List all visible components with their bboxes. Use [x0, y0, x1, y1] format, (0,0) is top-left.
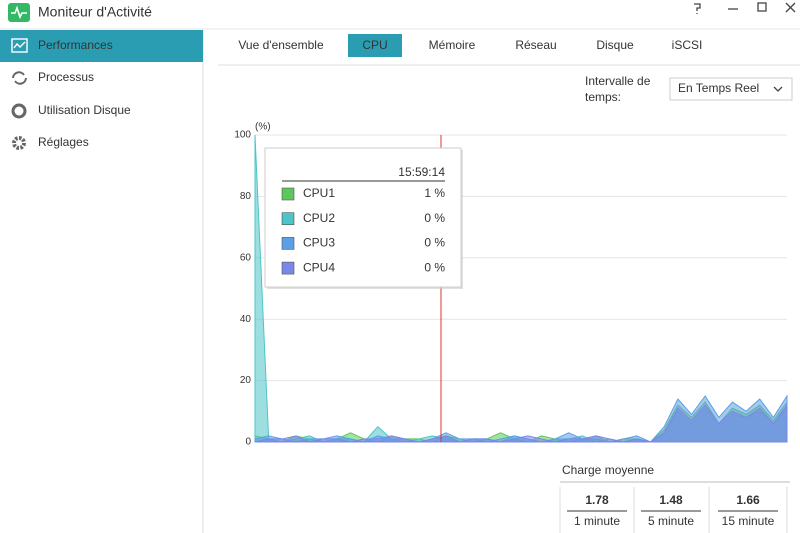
- tooltip-swatch: [281, 261, 295, 275]
- load-value: 1.66: [736, 493, 760, 507]
- y-axis-label: (%): [255, 122, 271, 133]
- tab[interactable]: Mémoire: [429, 38, 476, 52]
- load-period: 1 minute: [574, 514, 620, 528]
- y-tick-label: 40: [240, 314, 252, 325]
- interval-value: En Temps Reel: [678, 81, 759, 95]
- tooltip-swatch: [281, 187, 295, 201]
- sidebar-icon: [12, 136, 26, 150]
- load-title: Charge moyenne: [562, 463, 654, 477]
- sidebar-icon: [12, 71, 27, 85]
- help-button[interactable]: [694, 3, 701, 14]
- tab[interactable]: iSCSI: [672, 38, 703, 52]
- sidebar-selected: [0, 30, 203, 62]
- tab[interactable]: Disque: [596, 38, 634, 52]
- load-value: 1.48: [659, 493, 683, 507]
- tooltip-series: CPU3: [303, 236, 335, 250]
- sidebar-item[interactable]: Performances: [38, 38, 113, 52]
- tooltip-value: 0 %: [424, 211, 445, 225]
- sidebar-icon: [11, 38, 28, 53]
- tab[interactable]: Réseau: [515, 38, 556, 52]
- y-tick-label: 0: [245, 437, 251, 448]
- interval-label: Intervalle de: [585, 74, 651, 88]
- app-icon-glyph: [11, 5, 27, 20]
- sidebar-item[interactable]: Processus: [38, 70, 94, 84]
- tooltip-swatch: [281, 237, 295, 250]
- tab[interactable]: CPU: [362, 38, 387, 52]
- sidebar-item[interactable]: Utilisation Disque: [38, 103, 131, 117]
- window-controls: [694, 2, 796, 14]
- tab-selected: [348, 34, 402, 57]
- tooltip-series: CPU4: [303, 260, 335, 274]
- load-value: 1.78: [585, 493, 609, 507]
- cpu-area: [254, 403, 788, 443]
- tooltip-value: 0 %: [424, 260, 445, 274]
- tooltip-value: 0 %: [424, 236, 445, 250]
- interval-dropdown[interactable]: [669, 77, 793, 101]
- close-button[interactable]: [785, 2, 796, 13]
- tooltip: [264, 147, 462, 288]
- tooltip-series: CPU1: [303, 186, 335, 200]
- tooltip-time: 15:59:14: [398, 165, 445, 179]
- sidebar-item[interactable]: Réglages: [38, 135, 89, 149]
- tooltip-series: CPU2: [303, 211, 335, 225]
- y-tick-label: 20: [240, 375, 252, 386]
- dropdown-arrow: [773, 86, 783, 92]
- y-tick-label: 100: [234, 130, 251, 141]
- sidebar-icon: [11, 103, 27, 119]
- y-tick-label: 60: [240, 252, 252, 263]
- sidebar-icon: [13, 41, 26, 49]
- maximize-button[interactable]: [757, 2, 767, 12]
- window-title: Moniteur d'Activité: [38, 4, 152, 20]
- interval-label: temps:: [585, 90, 621, 104]
- y-tick-label: 80: [240, 191, 252, 202]
- tooltip-value: 1 %: [424, 186, 445, 200]
- load-period: 5 minute: [648, 514, 694, 528]
- load-period: 15 minute: [722, 514, 775, 528]
- tooltip-swatch: [281, 212, 295, 225]
- tab[interactable]: Vue d'ensemble: [238, 38, 324, 52]
